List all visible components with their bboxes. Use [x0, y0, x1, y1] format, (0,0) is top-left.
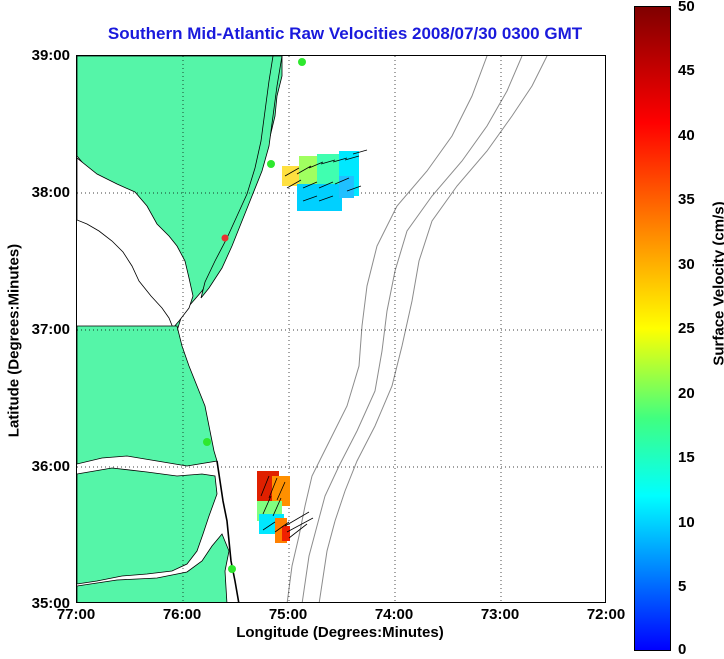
y-tick-label: 38:00 [31, 184, 70, 201]
colorbar-tick: 25 [678, 320, 695, 337]
bathymetry-contour-3 [318, 56, 548, 602]
x-tick-label: 77:00 [56, 606, 96, 623]
station-marker [221, 234, 229, 242]
map-panel[interactable] [76, 55, 606, 603]
colorbar-tick: 50 [678, 0, 695, 15]
bathymetry-contour-1 [286, 56, 488, 602]
y-tick-label: 37:00 [31, 321, 70, 338]
map-title: Southern Mid-Atlantic Raw Velocities 200… [107, 24, 583, 43]
y-axis-label: Latitude (Degrees:Minutes) [5, 243, 23, 438]
colorbar-tick: 40 [678, 127, 695, 144]
x-tick-label: 74:00 [374, 606, 414, 623]
land-nc-lowlands [77, 467, 218, 585]
colorbar [634, 6, 671, 651]
map-svg [77, 56, 605, 602]
colorbar-tick: 15 [678, 449, 695, 466]
colorbar-tick: 30 [678, 256, 695, 273]
x-tick-label: 75:00 [268, 606, 308, 623]
station-marker [267, 160, 275, 168]
colorbar-tick: 20 [678, 385, 695, 402]
y-tick-label: 36:00 [31, 458, 70, 475]
land-eastern-shore [200, 56, 283, 299]
y-tick-label: 35:00 [31, 595, 70, 612]
bathymetry-contour-2 [301, 56, 523, 602]
colorbar-tick: 5 [678, 578, 687, 595]
colorbar-label: Surface Velocity (cm/s) [710, 201, 724, 366]
station-marker [228, 565, 236, 573]
land-southwest [77, 533, 230, 602]
x-axis-label: Longitude (Degrees:Minutes) [236, 624, 444, 641]
colorbar-tick: 35 [678, 191, 695, 208]
x-tick-label: 72:00 [586, 606, 626, 623]
colorbar-tick: 45 [678, 62, 695, 79]
x-tick-label: 73:00 [480, 606, 520, 623]
x-tick-label: 76:00 [162, 606, 202, 623]
colorbar-tick: 10 [678, 514, 695, 531]
station-marker [298, 58, 306, 66]
velocity-field-south [257, 471, 314, 543]
outer-banks [216, 460, 240, 602]
y-tick-label: 39:00 [31, 47, 70, 64]
chesapeake-bay [77, 157, 194, 329]
land-mainland-south [77, 325, 218, 467]
station-marker [203, 438, 211, 446]
radar-stations [203, 58, 306, 573]
colorbar-tick: 0 [678, 641, 687, 658]
velocity-field-north [282, 149, 368, 211]
